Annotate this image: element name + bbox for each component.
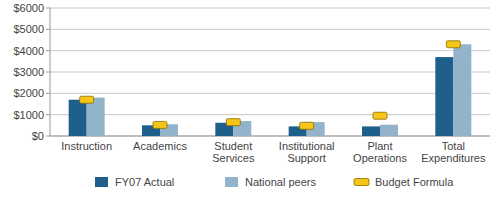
legend-swatch bbox=[354, 179, 369, 186]
x-tick-label: Instruction bbox=[61, 140, 112, 152]
y-axis bbox=[50, 8, 51, 136]
label-line: Support bbox=[287, 152, 326, 164]
legend-swatch bbox=[95, 177, 108, 187]
label-line: Expenditures bbox=[421, 152, 486, 164]
bar bbox=[380, 125, 398, 136]
x-tick-label: StudentServices bbox=[212, 140, 255, 164]
tick-mark bbox=[46, 50, 50, 51]
label-line: Operations bbox=[353, 152, 407, 164]
legend-swatch bbox=[225, 177, 238, 187]
legend-label: Budget Formula bbox=[375, 176, 454, 188]
label-line: Total bbox=[442, 140, 465, 152]
marker bbox=[300, 122, 314, 129]
x-tick-label: TotalExpenditures bbox=[421, 140, 486, 164]
legend-label: National peers bbox=[245, 176, 316, 188]
label-line: Plant bbox=[367, 140, 392, 152]
label-line: Academics bbox=[133, 140, 187, 152]
x-tick-label: InstitutionalSupport bbox=[279, 140, 335, 164]
grid-line bbox=[50, 29, 490, 30]
x-axis bbox=[50, 136, 490, 137]
marker bbox=[226, 119, 240, 126]
y-tick-label: $5000 bbox=[13, 23, 44, 35]
label-line: Services bbox=[212, 152, 255, 164]
marker bbox=[446, 41, 460, 48]
grid-line bbox=[50, 72, 490, 73]
label-line: Student bbox=[214, 140, 252, 152]
y-tick-label: $1000 bbox=[13, 109, 44, 121]
bar bbox=[69, 100, 87, 136]
tick-mark bbox=[46, 136, 50, 137]
y-tick-label: $2000 bbox=[13, 87, 44, 99]
tick-mark bbox=[46, 29, 50, 30]
x-tick-label: Academics bbox=[133, 140, 187, 152]
bar bbox=[453, 44, 471, 136]
marker bbox=[153, 121, 167, 128]
label-line: Instruction bbox=[61, 140, 112, 152]
grid-line bbox=[50, 93, 490, 94]
tick-mark bbox=[46, 93, 50, 94]
tick-mark bbox=[46, 72, 50, 73]
marker bbox=[80, 96, 94, 103]
x-tick-label: PlantOperations bbox=[353, 140, 407, 164]
marker bbox=[373, 112, 387, 119]
bar bbox=[435, 57, 453, 136]
y-tick-label: $4000 bbox=[13, 45, 44, 57]
grid-line bbox=[50, 8, 490, 9]
legend-label: FY07 Actual bbox=[115, 176, 174, 188]
marks bbox=[69, 41, 472, 136]
y-tick-label: $3000 bbox=[13, 66, 44, 78]
tick-mark bbox=[46, 114, 50, 115]
grid-line bbox=[50, 50, 490, 51]
chart: $0 $1000 $2000 $3000 $4000 $5000 $6000 Instruct… bbox=[0, 0, 500, 200]
bar bbox=[362, 126, 380, 136]
label-line: Institutional bbox=[279, 140, 335, 152]
y-tick-label: $0 bbox=[32, 130, 44, 142]
grid-line bbox=[50, 114, 490, 115]
tick-mark bbox=[46, 8, 50, 9]
grid-line bbox=[50, 136, 490, 137]
y-tick-label: $6000 bbox=[13, 2, 44, 14]
